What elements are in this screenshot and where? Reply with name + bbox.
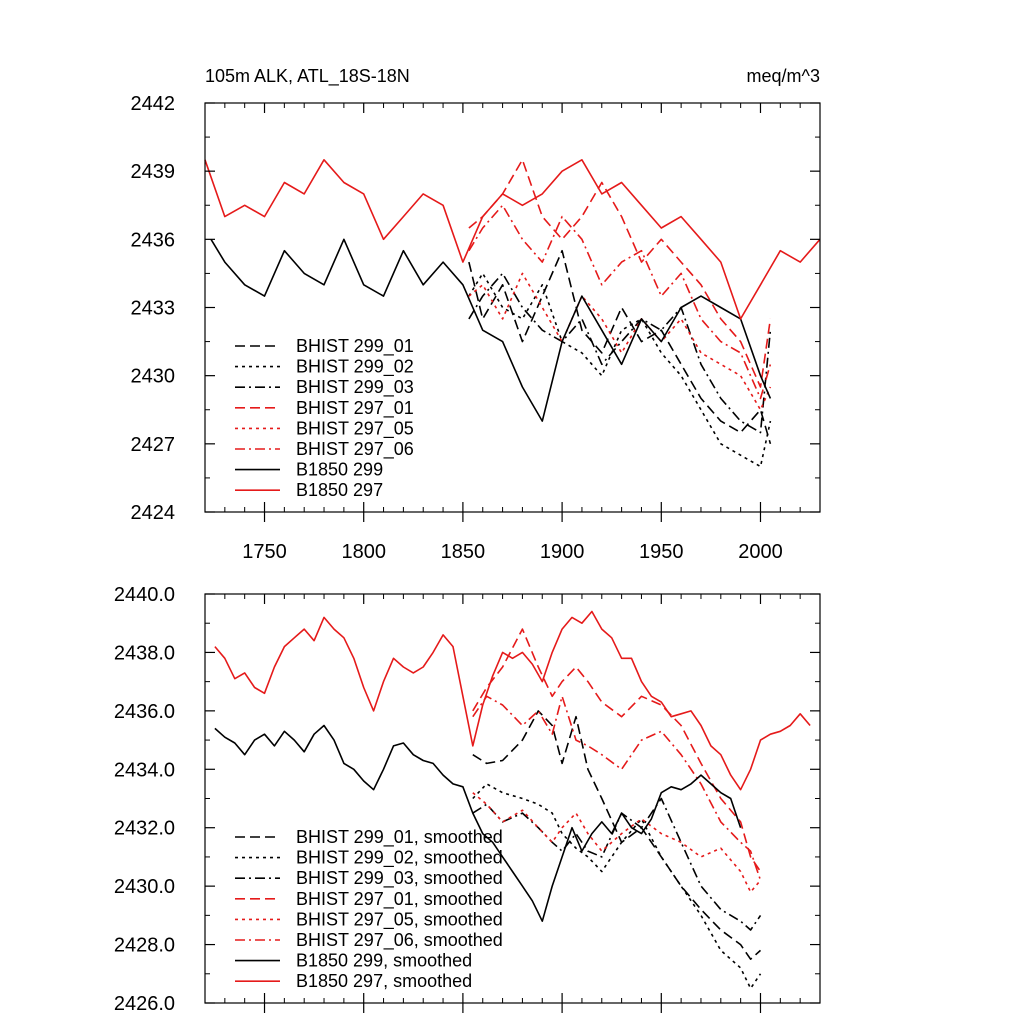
panel-1-series-8-line xyxy=(204,159,821,320)
panel-2-ytick-label: 2432.0 xyxy=(114,818,175,840)
panel-2-ytick-label: 2434.0 xyxy=(114,759,175,781)
panel-1-legend-label-5: BHIST 297_05 xyxy=(296,418,414,439)
panel-1-legend-label-8: B1850 297 xyxy=(296,480,383,500)
panel-1-legend-label-6: BHIST 297_06 xyxy=(296,439,414,460)
panel-2-legend-label-8: B1850 297, smoothed xyxy=(296,971,472,991)
panel-1-series-2-line xyxy=(468,272,772,468)
panel-2-legend-label-6: BHIST 297_06, smoothed xyxy=(296,930,503,951)
chart-title-left: 105m ALK, ATL_18S-18N xyxy=(205,66,410,87)
panel-2-series-6-line xyxy=(472,695,762,881)
panel-1-ytick-label: 2439 xyxy=(131,161,176,183)
panel-2-series-7-line xyxy=(214,724,742,923)
panel-1-legend-label-3: BHIST 299_03 xyxy=(296,377,414,398)
panel-1-ytick-label: 2427 xyxy=(131,434,176,456)
panel-1-ytick-label: 2436 xyxy=(131,229,176,251)
panel-1-legend-label-7: B1850 299 xyxy=(296,460,383,480)
panel-1-xtick-label: 2000 xyxy=(738,541,783,563)
panel-1-xtick-label: 1800 xyxy=(341,541,386,563)
panel-1-xtick-label: 1950 xyxy=(639,541,684,563)
panel-1-ytick-label: 2430 xyxy=(131,366,176,388)
panel-2-series-1-line xyxy=(472,710,762,961)
panel-2-legend-label-2: BHIST 299_02, smoothed xyxy=(296,848,503,869)
panel-2-ytick-label: 2426.0 xyxy=(114,993,175,1015)
panel-2-legend-label-1: BHIST 299_01, smoothed xyxy=(296,827,503,848)
panel-1-legend-label-4: BHIST 297_01 xyxy=(296,398,414,419)
panel-2-ytick-label: 2438.0 xyxy=(114,642,175,664)
panel-1-series-1-line xyxy=(468,249,772,445)
panel-2-series-3-line xyxy=(472,797,762,931)
panel-2-series-5-line xyxy=(472,792,762,893)
panel-2-ytick-label: 2440.0 xyxy=(114,584,175,606)
panel-2-ytick-label: 2436.0 xyxy=(114,701,175,723)
panel-1-series-3-line xyxy=(468,272,772,434)
panel-2-legend-label-5: BHIST 297_05, smoothed xyxy=(296,909,503,930)
panel-1-series-7-line xyxy=(210,238,772,422)
panel-2-legend-label-7: B1850 299, smoothed xyxy=(296,951,472,971)
panel-1-series-5-line xyxy=(468,272,772,411)
panel-2-series-2-line xyxy=(472,783,762,990)
panel-1-ytick-label: 2424 xyxy=(131,502,176,524)
panel-1-ytick-label: 2433 xyxy=(131,298,176,320)
panel-2-series-4-line xyxy=(472,628,762,872)
panel-2-ytick-label: 2430.0 xyxy=(114,876,175,898)
panel-1-xtick-label: 1750 xyxy=(242,541,287,563)
panel-2-series-8-line xyxy=(214,610,811,791)
panel-1-series-6-line xyxy=(468,204,772,400)
panel-1-xtick-label: 1850 xyxy=(441,541,486,563)
panel-1-xtick-label: 1900 xyxy=(540,541,585,563)
panel-1-legend-label-2: BHIST 299_02 xyxy=(296,357,414,378)
chart-title-units: meq/m^3 xyxy=(747,66,820,86)
panel-2-legend-label-4: BHIST 297_01, smoothed xyxy=(296,889,503,910)
panel-2-ytick-label: 2428.0 xyxy=(114,935,175,957)
panel-1-ytick-label: 2442 xyxy=(131,93,176,115)
panel-1-series-4-line xyxy=(468,159,772,388)
panel-1-legend-label-1: BHIST 299_01 xyxy=(296,336,414,357)
panel-2-legend-label-3: BHIST 299_03, smoothed xyxy=(296,868,503,889)
